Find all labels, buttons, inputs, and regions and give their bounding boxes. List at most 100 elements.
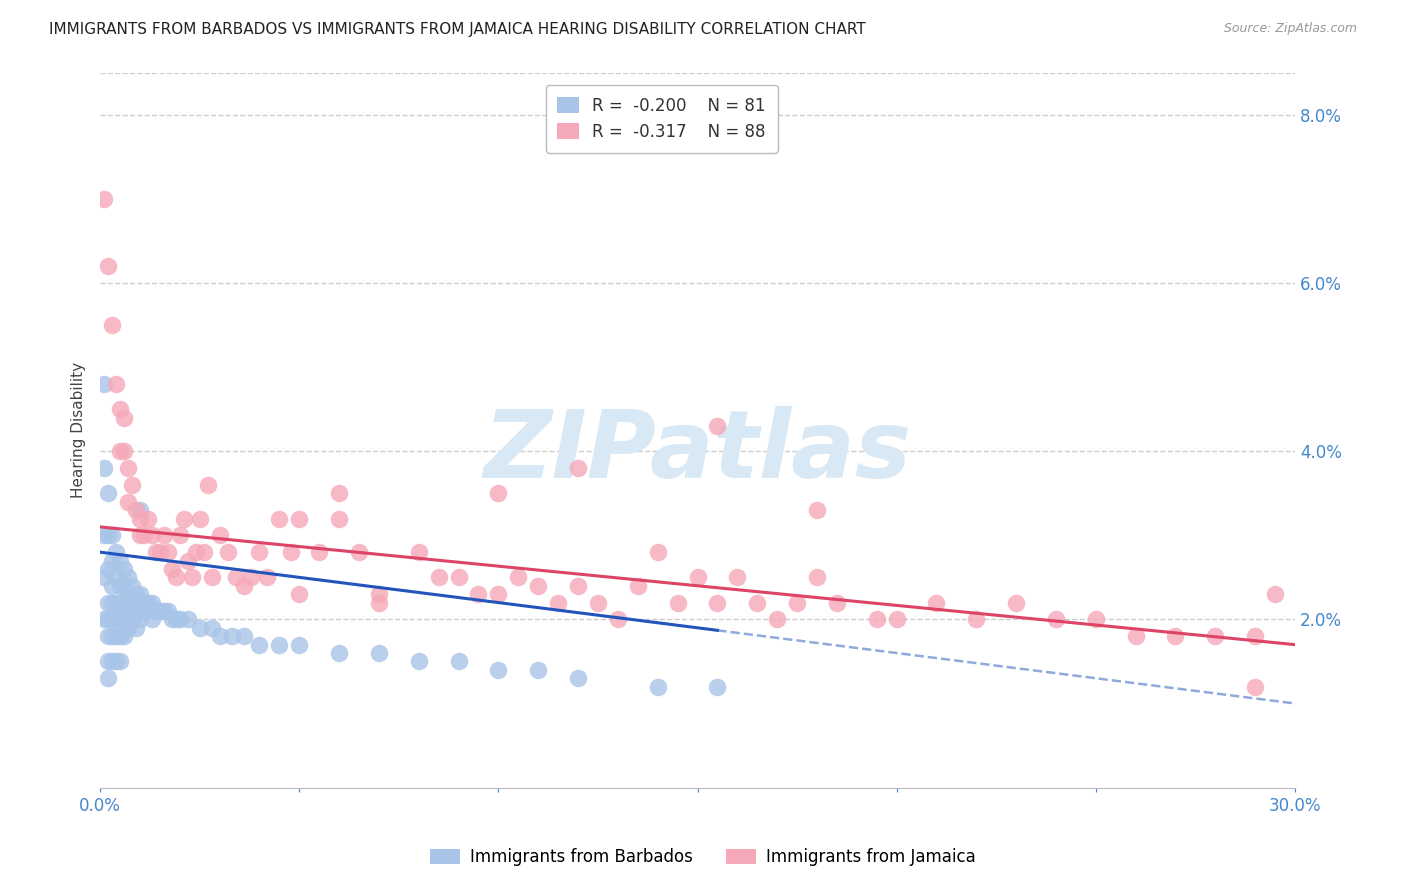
Point [129,503,152,517]
Point [886,612,908,626]
Point [508,570,530,584]
Point [112,612,135,626]
Point [97,562,120,576]
Point [108,596,131,610]
Point [208,629,231,643]
Point [806,570,828,584]
Point [105,612,128,626]
Point [567,671,589,685]
Point [606,612,628,626]
Text: IMMIGRANTS FROM BARBADOS VS IMMIGRANTS FROM JAMAICA HEARING DISABILITY CORRELATI: IMMIGRANTS FROM BARBADOS VS IMMIGRANTS F… [49,22,866,37]
Point [447,570,470,584]
Point [125,604,148,618]
Point [627,579,650,593]
Point [108,655,131,669]
Point [136,511,159,525]
Point [153,528,176,542]
Point [367,587,389,601]
Point [108,579,131,593]
Point [141,528,163,542]
Point [288,638,311,652]
Point [97,486,120,500]
Point [1164,629,1187,643]
Point [269,638,291,652]
Point [197,478,219,492]
Point [125,503,148,517]
Point [101,579,124,593]
Text: ZIPatlas: ZIPatlas [484,406,911,498]
Point [486,486,509,500]
Point [101,612,124,626]
Point [184,545,207,559]
Text: Source: ZipAtlas.com: Source: ZipAtlas.com [1223,22,1357,36]
Point [308,545,330,559]
Point [328,646,350,660]
Point [117,587,139,601]
Point [766,612,789,626]
Point [467,587,489,601]
Point [93,461,115,475]
Point [232,629,254,643]
Point [101,553,124,567]
Point [825,596,848,610]
Point [367,596,389,610]
Point [105,377,128,392]
Point [97,596,120,610]
Point [112,444,135,458]
Point [101,629,124,643]
Point [1244,629,1267,643]
Point [93,570,115,584]
Point [129,596,152,610]
Point [121,579,143,593]
Point [328,511,350,525]
Point [105,545,128,559]
Point [153,604,176,618]
Point [112,579,135,593]
Y-axis label: Hearing Disability: Hearing Disability [72,362,86,499]
Point [232,579,254,593]
Legend: R =  -0.200    N = 81, R =  -0.317    N = 88: R = -0.200 N = 81, R = -0.317 N = 88 [546,85,778,153]
Point [866,612,889,626]
Point [117,494,139,508]
Point [132,604,155,618]
Point [112,596,135,610]
Point [156,604,179,618]
Point [367,646,389,660]
Point [706,419,728,434]
Point [188,511,211,525]
Point [567,579,589,593]
Point [1084,612,1107,626]
Point [217,545,239,559]
Point [1204,629,1226,643]
Point [177,553,200,567]
Point [125,621,148,635]
Point [145,545,167,559]
Point [249,545,271,559]
Point [567,461,589,475]
Point [173,511,195,525]
Point [105,596,128,610]
Point [108,629,131,643]
Point [108,612,131,626]
Point [112,629,135,643]
Point [586,596,609,610]
Point [269,511,291,525]
Point [647,680,669,694]
Point [121,612,143,626]
Point [747,596,769,610]
Point [93,377,115,392]
Point [169,612,191,626]
Point [225,570,247,584]
Point [1264,587,1286,601]
Point [105,655,128,669]
Point [108,553,131,567]
Point [280,545,302,559]
Point [97,655,120,669]
Point [347,545,370,559]
Point [706,680,728,694]
Point [121,596,143,610]
Point [288,511,311,525]
Point [725,570,748,584]
Point [129,511,152,525]
Point [547,596,569,610]
